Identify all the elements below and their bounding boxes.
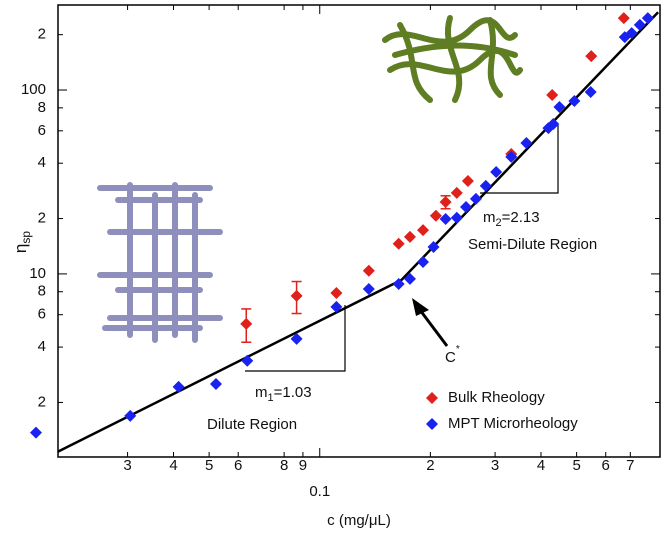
y-tick-label: 4 [38, 154, 46, 171]
data-point [469, 192, 482, 205]
data-point [584, 86, 597, 99]
c-star-arrow [412, 298, 449, 347]
data-point [290, 332, 303, 345]
y-tick-label: 6 [38, 306, 46, 323]
data-point [553, 100, 566, 113]
y-tick-label: 8 [38, 99, 46, 116]
m2-label: m2=2.13 [483, 209, 540, 229]
data-point [633, 18, 646, 31]
y-tick-label: 8 [38, 283, 46, 300]
data-point [439, 212, 452, 225]
data-point [505, 150, 518, 163]
data-point [547, 118, 560, 131]
x-tick-label: 5 [572, 457, 580, 474]
x-tick-label: 0.1 [309, 483, 330, 500]
legend-label: Bulk Rheology [448, 389, 545, 406]
data-point [450, 211, 463, 224]
legend-marker [426, 392, 438, 404]
x-tick-label: 2 [426, 457, 434, 474]
plot-frame [57, 4, 661, 458]
data-point [403, 230, 416, 243]
data-point [240, 317, 253, 330]
y-tick-label: 6 [38, 122, 46, 139]
data-point [439, 196, 452, 209]
x-tick-label: 7 [626, 457, 634, 474]
data-point [417, 224, 430, 237]
data-point [450, 186, 463, 199]
data-point [29, 426, 42, 439]
data-point [330, 300, 343, 313]
data-point [241, 354, 254, 367]
x-tick-label: 4 [537, 457, 545, 474]
data-point [362, 264, 375, 277]
data-point [490, 166, 503, 179]
x-tick-label: 8 [280, 457, 288, 474]
x-tick-label: 6 [234, 457, 242, 474]
y-tick-label: 10 [29, 265, 46, 282]
x-tick-label: 6 [602, 457, 610, 474]
data-point [429, 209, 442, 222]
x-tick-label: 9 [299, 457, 307, 474]
data-point [427, 241, 440, 254]
data-point [617, 12, 630, 25]
c-star-label: C* [445, 344, 460, 366]
data-point [172, 380, 185, 393]
data-point [585, 50, 598, 63]
data-point [290, 289, 303, 302]
data-point [459, 201, 472, 214]
y-tick-label: 100 [21, 81, 46, 98]
polymer-illustration [382, 15, 523, 103]
data-point [568, 95, 581, 108]
data-point [479, 179, 492, 192]
legend-marker [426, 418, 438, 430]
x-axis-label: c (mg/μL) [327, 512, 391, 529]
legend-label: MPT Microrheology [448, 415, 578, 432]
data-point [625, 27, 638, 40]
data-point [417, 256, 430, 269]
y-axis-label: ηsp [11, 231, 33, 253]
data-point [461, 175, 474, 188]
data-point [392, 277, 405, 290]
y-tick-label: 4 [38, 338, 46, 355]
y-tick-label: 2 [38, 393, 46, 410]
data-point [520, 137, 533, 150]
data-point [403, 272, 416, 285]
x-tick-label: 4 [169, 457, 177, 474]
slope-triangles [245, 125, 559, 372]
y-tick-label: 2 [38, 210, 46, 227]
semi-dilute-label: Semi-Dilute Region [468, 236, 597, 253]
y-tick-label: 2 [38, 26, 46, 43]
data-point [362, 282, 375, 295]
data-point [209, 377, 222, 390]
data-point [330, 286, 343, 299]
m1-label: m1=1.03 [255, 384, 312, 404]
x-tick-label: 3 [491, 457, 499, 474]
data-point [641, 12, 654, 25]
data-point [392, 237, 405, 250]
lattice-illustration [97, 182, 223, 343]
dilute-label: Dilute Region [207, 416, 297, 433]
data-point [124, 409, 137, 422]
x-tick-label: 3 [123, 457, 131, 474]
x-tick-label: 5 [205, 457, 213, 474]
data-point [546, 88, 559, 101]
